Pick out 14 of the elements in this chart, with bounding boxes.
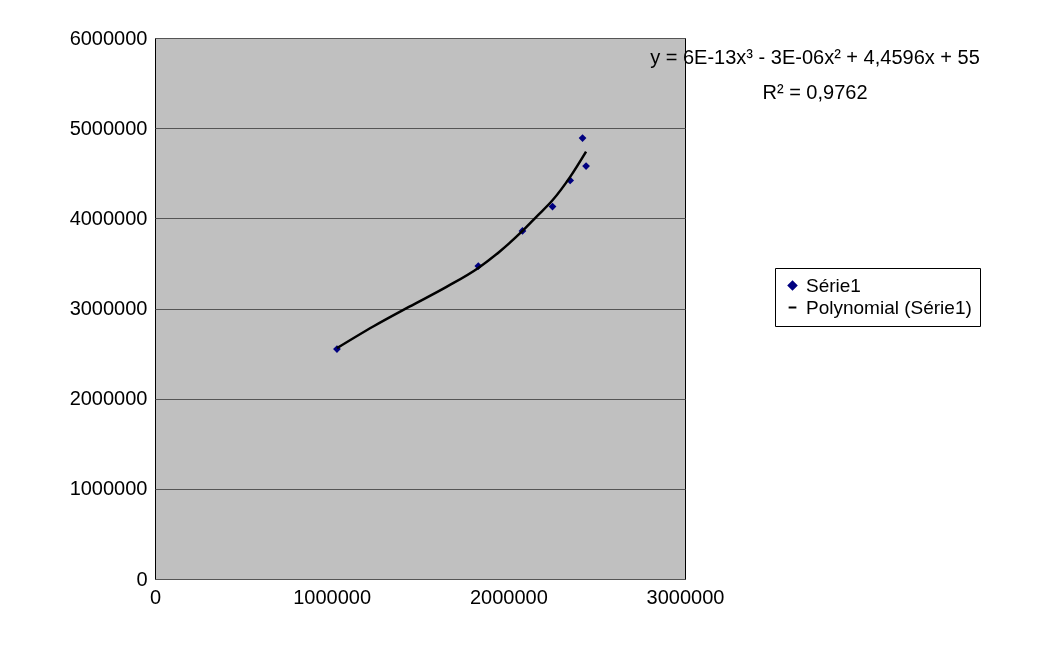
legend-label: Série1 (806, 274, 861, 296)
x-tick-label: 1000000 (293, 585, 372, 608)
legend-label: Polynomial (Série1) (806, 296, 972, 318)
y-tick-label: 5000000 (69, 116, 148, 139)
y-tick-label: 2000000 (69, 387, 148, 410)
y-tick-label: 3000000 (69, 297, 148, 319)
x-tick-label: 2000000 (469, 585, 548, 608)
x-tick-label: 3000000 (646, 585, 725, 608)
y-tick-label: 0 (136, 567, 148, 590)
y-tick-label: 6000000 (69, 26, 148, 49)
x-tick-label: 0 (149, 585, 162, 608)
y-tick-label: 1000000 (69, 477, 148, 500)
text: R² = 0,9762 (762, 81, 868, 103)
y-tick-label: 4000000 (69, 206, 148, 229)
